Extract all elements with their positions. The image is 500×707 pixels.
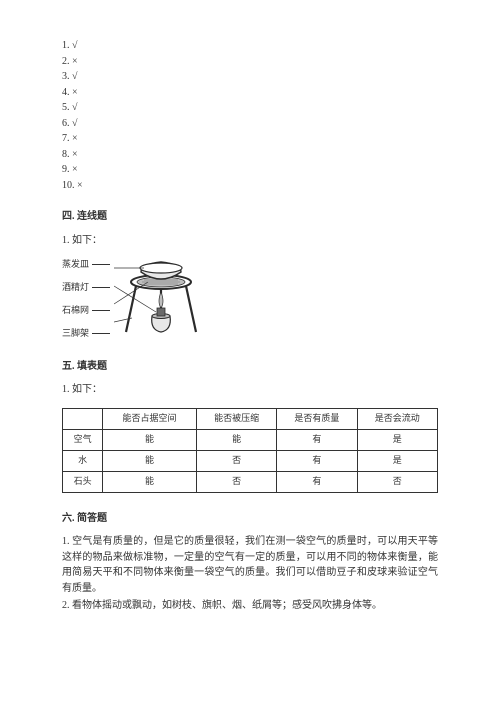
tf-mark: √ <box>72 118 78 129</box>
section6-title: 六. 简答题 <box>62 511 438 527</box>
section5-title: 五. 填表题 <box>62 359 438 375</box>
tf-item: 7. × <box>62 131 438 147</box>
tf-item: 4. × <box>62 85 438 101</box>
cell: 空气 <box>63 429 103 450</box>
label-evaporating-dish: 蒸发皿 <box>62 258 110 272</box>
tf-mark: × <box>72 149 78 160</box>
tf-mark: × <box>72 164 78 175</box>
tf-num: 7. <box>62 133 70 144</box>
tf-item: 1. √ <box>62 38 438 54</box>
short-answers: 1. 空气是有质量的，但是它的质量很轻，我们在测一袋空气的质量时，可以用天平等这… <box>62 534 438 614</box>
cell: 能 <box>103 450 197 471</box>
answer-1: 1. 空气是有质量的，但是它的质量很轻，我们在测一袋空气的质量时，可以用天平等这… <box>62 534 438 596</box>
matching-diagram: 蒸发皿 酒精灯 石棉网 三脚架 <box>62 258 438 341</box>
col-occupy-space: 能否占据空间 <box>103 408 197 429</box>
section5-intro: 1. 如下： <box>62 382 438 398</box>
tf-item: 10. × <box>62 178 438 194</box>
tf-mark: × <box>77 180 83 191</box>
table-row: 空气 能 能 有 是 <box>63 429 438 450</box>
tf-item: 3. √ <box>62 69 438 85</box>
answer-2: 2. 看物体摇动或飘动，如树枝、旗帜、烟、纸屑等；感受风吹拂身体等。 <box>62 598 438 614</box>
label-text: 石棉网 <box>62 304 89 318</box>
tf-item: 9. × <box>62 162 438 178</box>
col-compressible: 能否被压缩 <box>196 408 276 429</box>
tf-item: 8. × <box>62 147 438 163</box>
col-can-flow: 是否会流动 <box>357 408 437 429</box>
tf-num: 2. <box>62 56 70 67</box>
label-text: 三脚架 <box>62 327 89 341</box>
tf-mark: √ <box>72 40 78 51</box>
tf-item: 6. √ <box>62 116 438 132</box>
tf-mark: √ <box>72 71 78 82</box>
table-row: 石头 能 否 有 否 <box>63 471 438 492</box>
true-false-list: 1. √ 2. × 3. √ 4. × 5. √ 6. √ 7. × 8. × … <box>62 38 438 193</box>
cell: 有 <box>277 429 357 450</box>
tf-num: 3. <box>62 71 70 82</box>
cell: 否 <box>357 471 437 492</box>
apparatus-icon <box>114 258 209 340</box>
tf-item: 5. √ <box>62 100 438 116</box>
tf-mark: √ <box>72 102 78 113</box>
col-blank <box>63 408 103 429</box>
cell: 能 <box>196 429 276 450</box>
label-text: 酒精灯 <box>62 281 89 295</box>
section4-title: 四. 连线题 <box>62 209 438 225</box>
leader-line-icon <box>92 287 110 288</box>
cell: 否 <box>196 471 276 492</box>
tf-num: 10. <box>62 180 75 191</box>
label-asbestos-mesh: 石棉网 <box>62 304 110 318</box>
leader-line-icon <box>92 333 110 334</box>
table-header-row: 能否占据空间 能否被压缩 是否有质量 是否会流动 <box>63 408 438 429</box>
cell: 有 <box>277 471 357 492</box>
cell: 能 <box>103 429 197 450</box>
tf-mark: × <box>72 133 78 144</box>
tf-num: 5. <box>62 102 70 113</box>
cell: 是 <box>357 429 437 450</box>
tf-mark: × <box>72 56 78 67</box>
col-has-mass: 是否有质量 <box>277 408 357 429</box>
label-text: 蒸发皿 <box>62 258 89 272</box>
properties-table: 能否占据空间 能否被压缩 是否有质量 是否会流动 空气 能 能 有 是 水 能 … <box>62 408 438 493</box>
cell: 水 <box>63 450 103 471</box>
cell: 能 <box>103 471 197 492</box>
tf-item: 2. × <box>62 54 438 70</box>
cell: 否 <box>196 450 276 471</box>
diagram-labels: 蒸发皿 酒精灯 石棉网 三脚架 <box>62 258 110 341</box>
leader-line-icon <box>92 264 110 265</box>
tf-num: 4. <box>62 87 70 98</box>
cell: 石头 <box>63 471 103 492</box>
section4-intro: 1. 如下： <box>62 233 438 249</box>
cell: 是 <box>357 450 437 471</box>
tf-num: 8. <box>62 149 70 160</box>
table-row: 水 能 否 有 是 <box>63 450 438 471</box>
label-tripod: 三脚架 <box>62 327 110 341</box>
tf-num: 6. <box>62 118 70 129</box>
tf-num: 9. <box>62 164 70 175</box>
cell: 有 <box>277 450 357 471</box>
leader-line-icon <box>92 310 110 311</box>
label-alcohol-lamp: 酒精灯 <box>62 281 110 295</box>
tf-num: 1. <box>62 40 70 51</box>
tf-mark: × <box>72 87 78 98</box>
